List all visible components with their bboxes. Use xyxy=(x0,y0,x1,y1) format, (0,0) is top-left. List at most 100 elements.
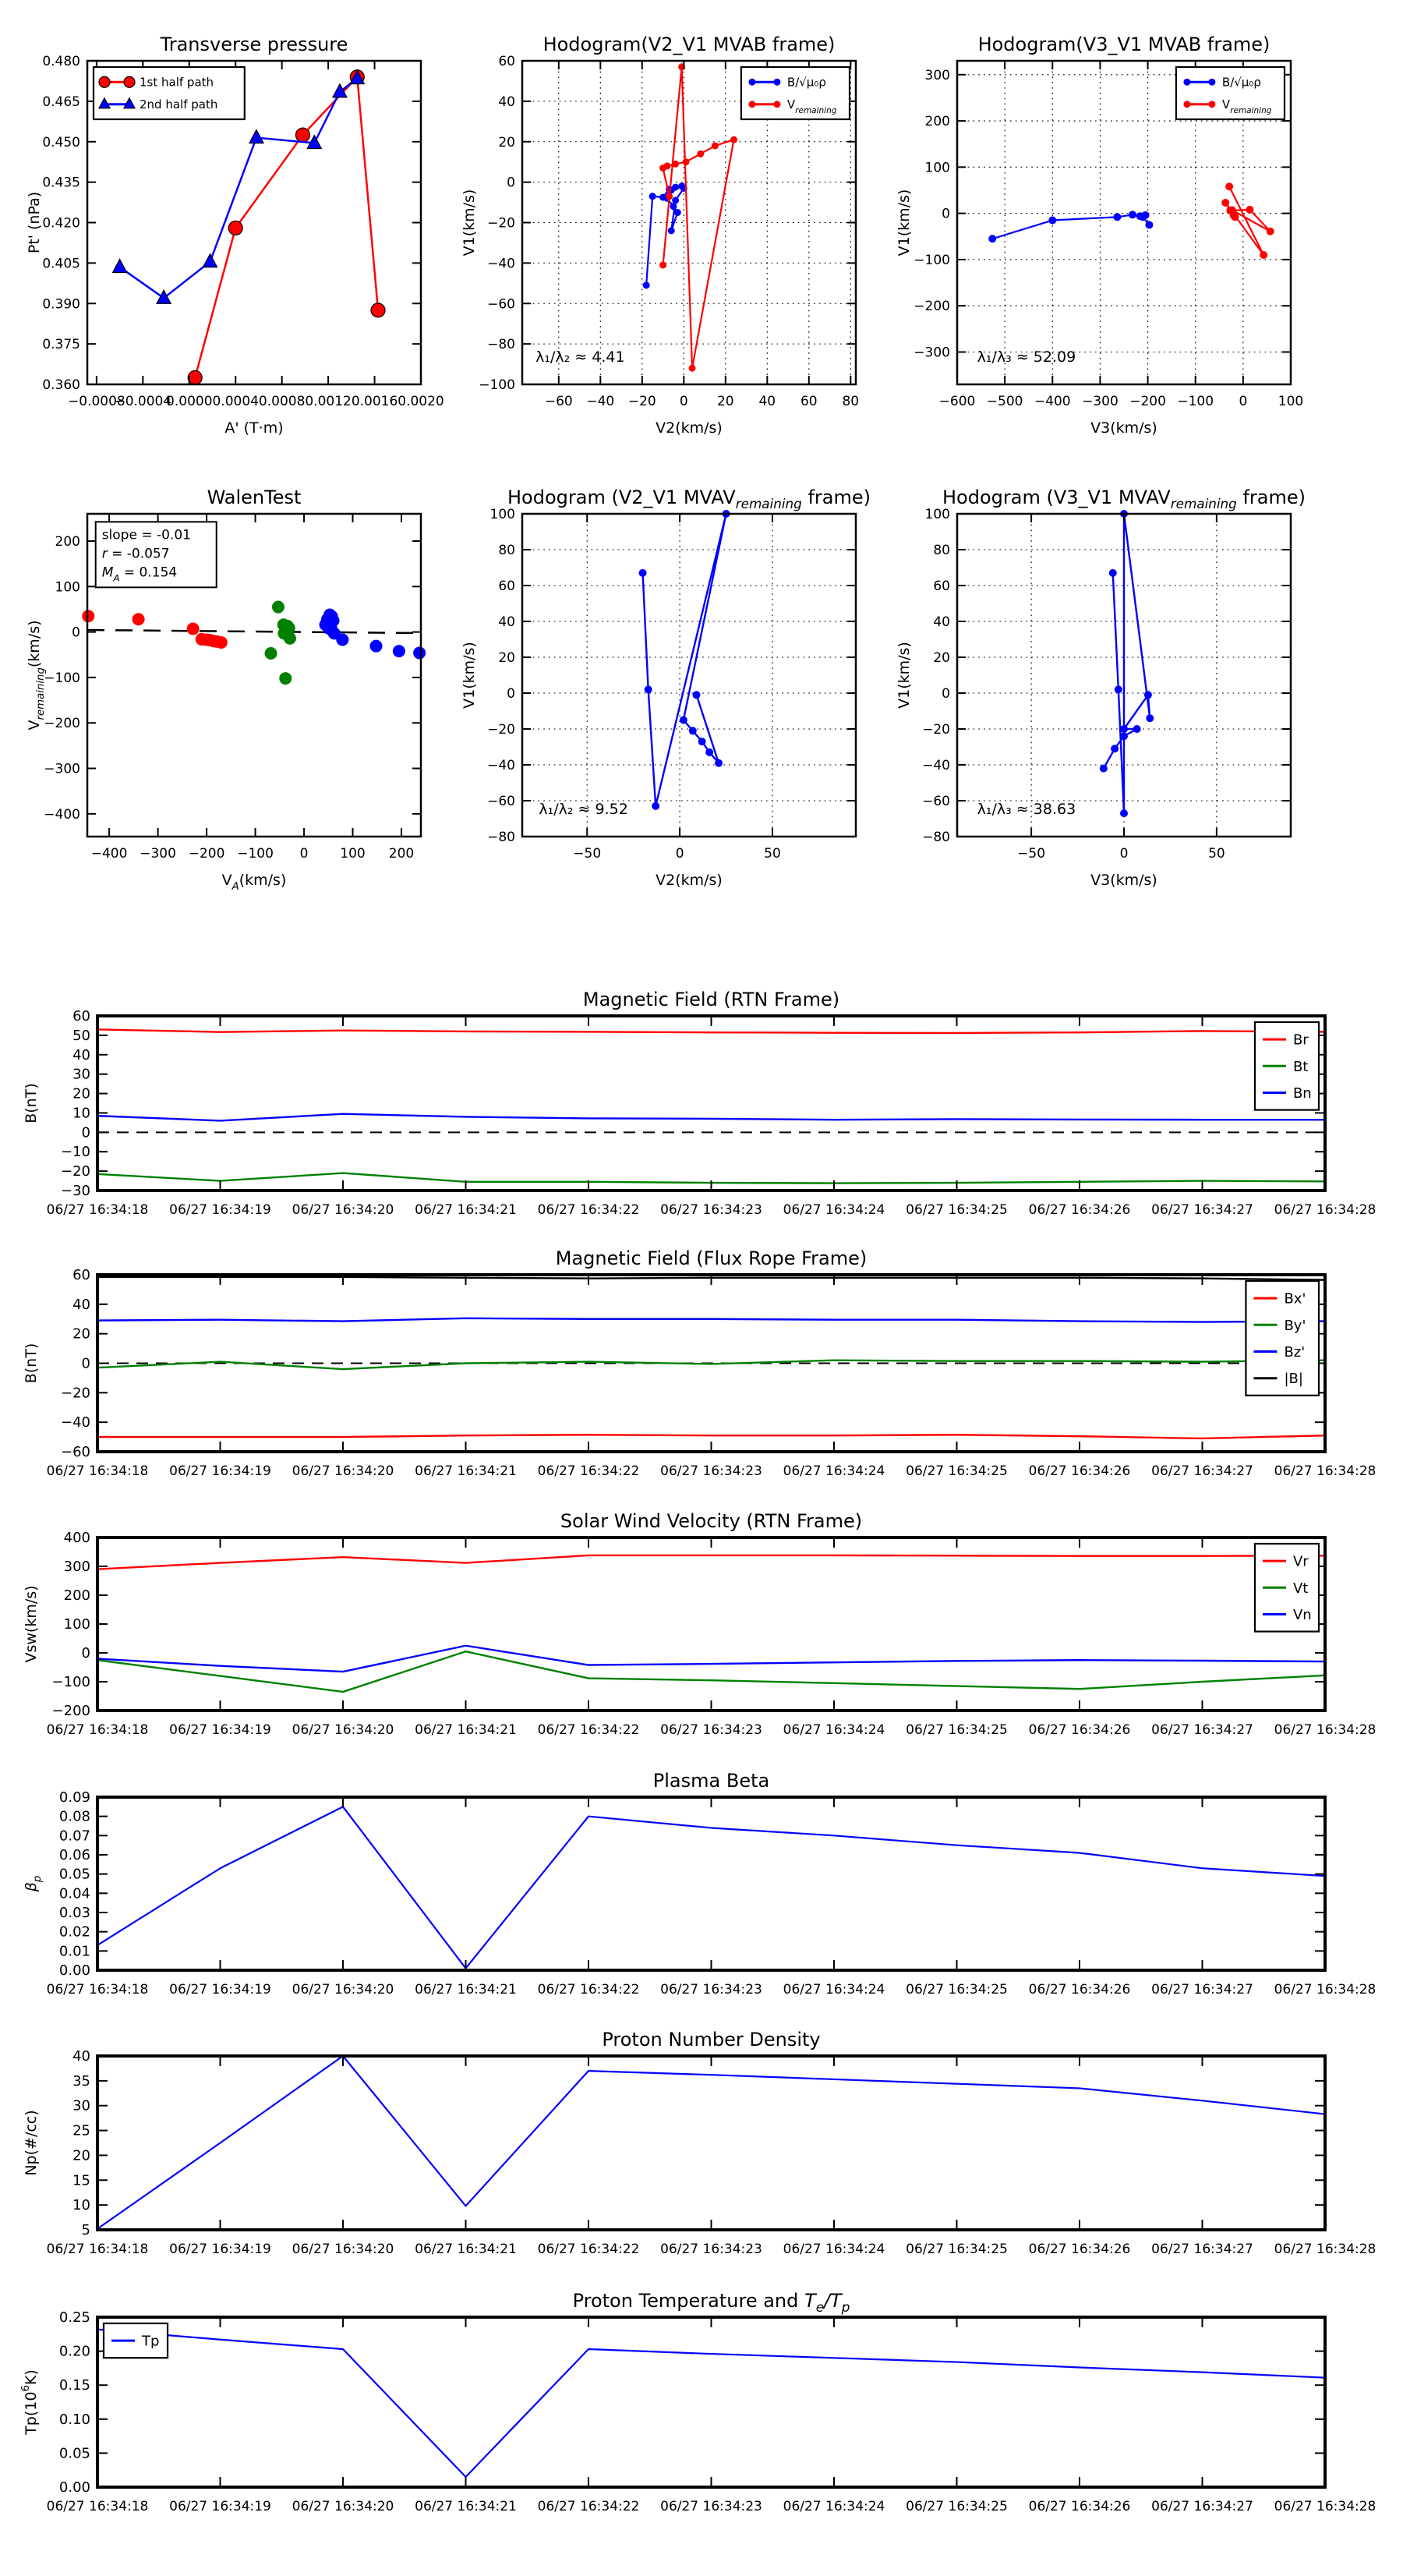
data-point-marker xyxy=(659,261,667,269)
x-tick-label: 06/27 16:34:28 xyxy=(1274,2242,1376,2257)
y-tick-label: 0.07 xyxy=(59,1828,90,1844)
data-point-marker xyxy=(1048,216,1057,225)
y-tick-label: 400 xyxy=(64,1530,90,1546)
x-tick-label: 06/27 16:34:25 xyxy=(906,1982,1008,1997)
legend: Br Bt Bn xyxy=(1253,1021,1320,1111)
x-axis-label: VA(km/s) xyxy=(222,872,287,893)
axes-frame xyxy=(96,1796,1327,1972)
x-tick-label: 06/27 16:34:23 xyxy=(660,1722,762,1738)
x-tick-label: −300 xyxy=(1082,394,1119,409)
y-tick-label: 20 xyxy=(72,1086,90,1102)
x-tick-label: 06/27 16:34:19 xyxy=(169,2499,271,2514)
x-tick-label: 0.0004 xyxy=(212,394,258,409)
x-tick-label: 0.0000 xyxy=(166,394,212,409)
y-tick-label: 0 xyxy=(942,686,950,702)
legend-label: Vremaining xyxy=(1222,97,1272,115)
y-tick-label: 100 xyxy=(925,160,950,175)
y-tick-label: 60 xyxy=(72,1008,90,1024)
x-tick-label: 0.0016 xyxy=(352,394,398,409)
data-point-marker xyxy=(748,78,756,86)
chart-title: Transverse pressure xyxy=(160,34,348,55)
y-tick-label: 20 xyxy=(72,2147,90,2164)
stats-line: slope = -0.01 xyxy=(102,527,191,543)
x-tick-label: 06/27 16:34:19 xyxy=(169,2242,271,2257)
data-point-marker xyxy=(672,160,680,168)
series-line-V remaining xyxy=(1102,512,1151,815)
data-point-marker xyxy=(773,78,781,86)
x-tick-label: −50 xyxy=(1017,846,1045,862)
y-tick-label: 60 xyxy=(498,54,515,69)
y-tick-label: 0.465 xyxy=(42,94,80,110)
x-tick-label: −60 xyxy=(545,394,573,409)
chart-walen-test: −400 −300 −200 −100 0 100 200 −400 −300 −200 −100 0… xyxy=(26,487,426,893)
series-line-Np xyxy=(97,2054,1326,2230)
data-point-marker xyxy=(730,136,738,143)
data-point-marker xyxy=(187,370,203,385)
x-tick-label: 06/27 16:34:27 xyxy=(1151,1463,1253,1479)
x-tick-label: 06/27 16:34:23 xyxy=(660,1463,762,1479)
legend-label: 2nd half path xyxy=(140,97,217,111)
x-tick-label: 60 xyxy=(800,394,818,409)
chart-hodogram-v2v1-mvab: −60 −40 −20 0 20 40 60 80 −100 −80 −60 −40 −20 0 20 40 6… xyxy=(461,34,859,437)
x-tick-label: 0.0008 xyxy=(259,394,305,409)
data-point-marker xyxy=(1133,725,1141,733)
x-tick-label: 0 xyxy=(1239,394,1247,409)
data-point-marker xyxy=(1108,568,1117,577)
data-point-marker xyxy=(688,364,696,372)
x-tick-label: 06/27 16:34:20 xyxy=(292,1722,394,1738)
data-point-marker xyxy=(336,633,349,646)
legend-label: Bx' xyxy=(1284,1291,1306,1307)
stats-line: r = -0.057 xyxy=(102,546,170,561)
fit-dashed-line xyxy=(87,628,422,635)
data-point-marker xyxy=(111,258,128,274)
x-tick-label: 06/27 16:34:24 xyxy=(783,1202,885,1218)
x-tick-label: 100 xyxy=(1278,394,1303,409)
chart-title: Hodogram (V3_V1 MVAVremaining frame) xyxy=(942,487,1306,511)
y-tick-label: −200 xyxy=(52,1703,90,1719)
y-tick-label: 0.09 xyxy=(59,1789,90,1806)
x-tick-label: 06/27 16:34:23 xyxy=(660,2499,762,2514)
y-tick-label: 35 xyxy=(72,2073,90,2089)
y-tick-label: 0.480 xyxy=(42,54,80,69)
chart-title: Plasma Beta xyxy=(653,1770,769,1792)
x-tick-label: 06/27 16:34:23 xyxy=(660,1982,762,1997)
data-point-marker xyxy=(264,647,277,660)
data-point-marker xyxy=(1266,227,1274,235)
x-tick-label: 06/27 16:34:22 xyxy=(538,2499,640,2514)
y-tick-label: 0.05 xyxy=(59,1867,90,1883)
y-tick-label: 50 xyxy=(72,1028,90,1044)
data-point-marker xyxy=(392,645,405,658)
y-tick-label: 0.01 xyxy=(59,1943,90,1959)
eigenvalue-annotation: λ₁/λ₃ ≈ 38.63 xyxy=(977,801,1076,818)
x-tick-label: 06/27 16:34:24 xyxy=(783,1722,885,1738)
data-point-marker xyxy=(413,646,426,660)
data-point-marker xyxy=(1146,714,1154,723)
x-tick-label: 06/27 16:34:18 xyxy=(47,1463,149,1479)
data-point-marker xyxy=(98,76,111,88)
y-axis-label: Vsw(km/s) xyxy=(23,1585,40,1662)
y-tick-label: 20 xyxy=(72,1326,90,1343)
x-tick-label: −400 xyxy=(1034,394,1071,409)
x-tick-label: 06/27 16:34:22 xyxy=(538,2242,640,2257)
x-tick-label: 06/27 16:34:18 xyxy=(47,2499,149,2514)
x-tick-label: 100 xyxy=(340,846,365,862)
series-line-Vt xyxy=(97,1650,1326,1693)
x-tick-label: 50 xyxy=(1208,846,1225,862)
y-tick-label: 0.435 xyxy=(42,175,80,191)
axes-frame xyxy=(521,512,857,838)
data-point-marker xyxy=(1139,213,1147,221)
y-axis-label: βp xyxy=(23,1876,44,1893)
data-point-marker xyxy=(670,203,677,211)
data-point-marker xyxy=(688,727,697,735)
x-tick-label: 06/27 16:34:20 xyxy=(292,1463,394,1479)
x-tick-label: 06/27 16:34:18 xyxy=(47,1722,149,1738)
y-tick-label: 0 xyxy=(82,1356,90,1372)
y-tick-label: 40 xyxy=(498,614,515,630)
y-tick-label: −200 xyxy=(44,716,80,731)
data-point-marker xyxy=(271,600,284,614)
y-tick-label: −30 xyxy=(61,1183,90,1199)
x-tick-label: 06/27 16:34:25 xyxy=(906,1722,1008,1738)
x-tick-label: 06/27 16:34:27 xyxy=(1151,1982,1253,1997)
x-tick-label: 06/27 16:34:22 xyxy=(538,1982,640,1997)
